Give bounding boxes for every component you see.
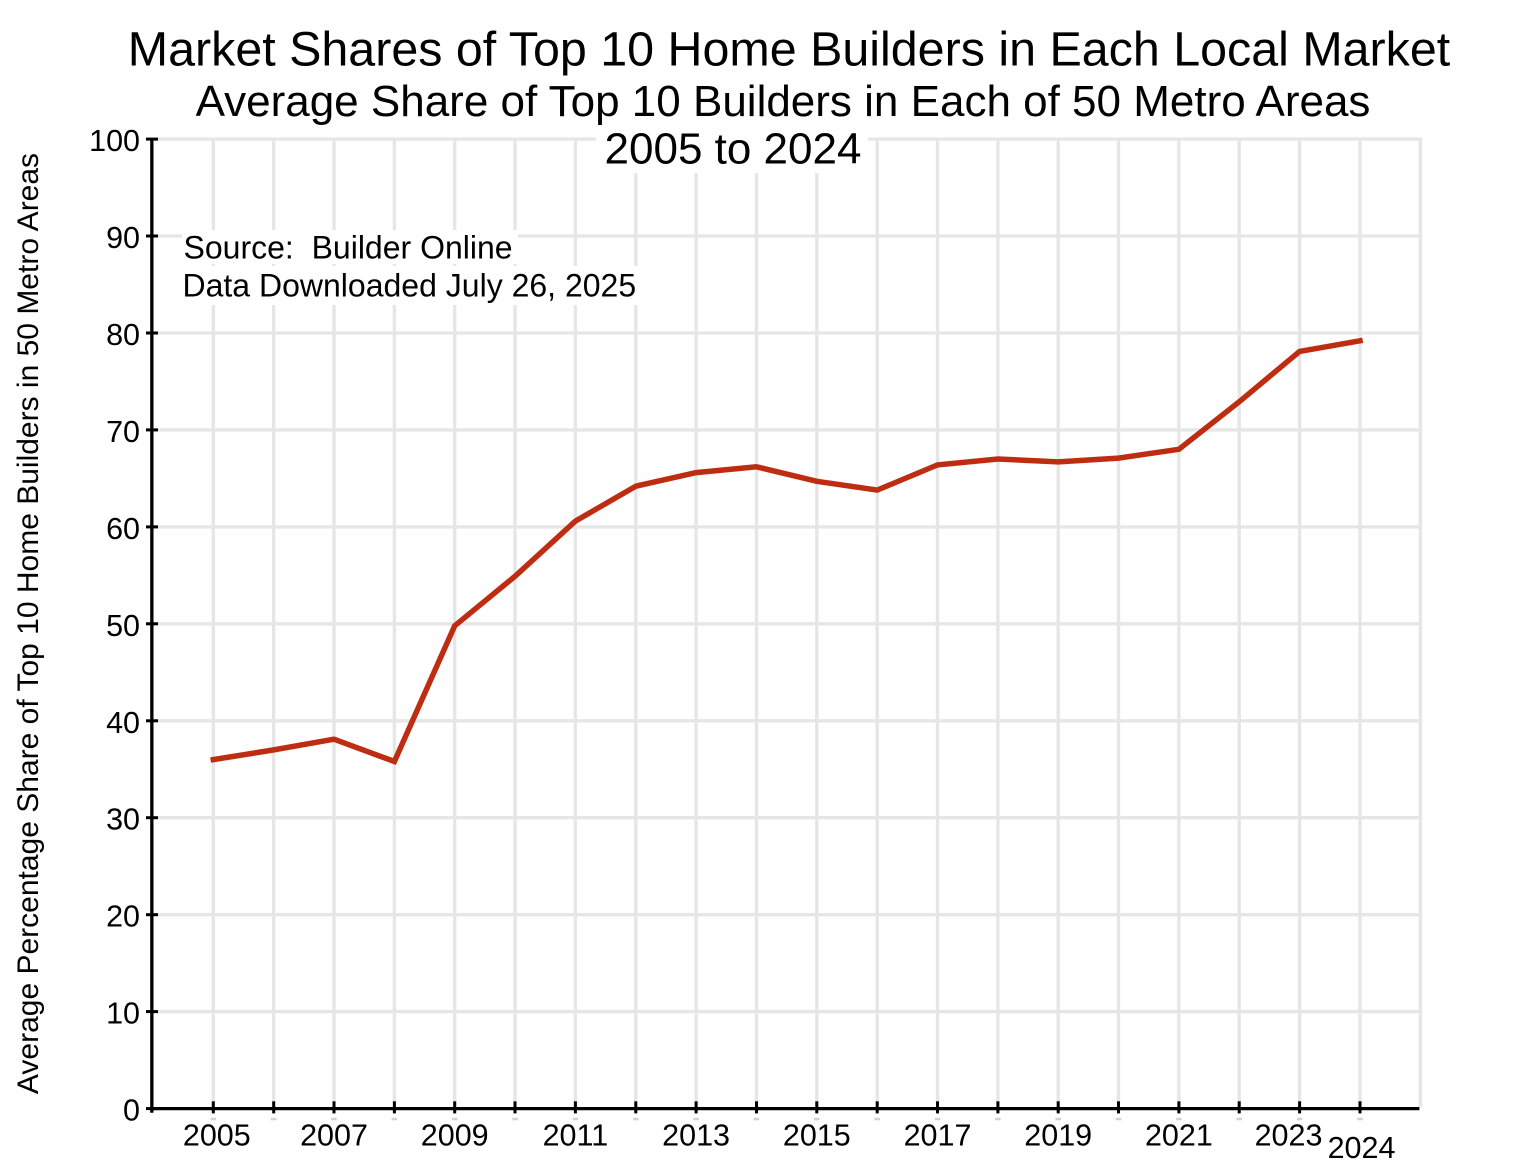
- svg-text:Data Downloaded July 26, 2025: Data Downloaded July 26, 2025: [183, 267, 637, 303]
- svg-text:2011: 2011: [543, 1119, 609, 1153]
- svg-text:2009: 2009: [421, 1119, 489, 1153]
- svg-text:20: 20: [106, 900, 140, 934]
- svg-text:30: 30: [106, 803, 140, 837]
- svg-text:Source: Builder Online: Source: Builder Online: [184, 229, 513, 265]
- svg-text:Average Percentage Share of To: Average Percentage Share of Top 10 Home …: [12, 153, 45, 1094]
- svg-text:2019: 2019: [1024, 1119, 1092, 1153]
- svg-text:2005 to 2024: 2005 to 2024: [605, 125, 862, 174]
- svg-text:Average Share of Top 10 Builde: Average Share of Top 10 Builders in Each…: [196, 77, 1371, 126]
- svg-text:Market Shares of Top 10 Home B: Market Shares of Top 10 Home Builders in…: [128, 23, 1451, 77]
- svg-text:70: 70: [106, 415, 140, 449]
- svg-text:40: 40: [106, 706, 140, 740]
- svg-text:60: 60: [106, 512, 140, 546]
- svg-text:10: 10: [106, 997, 140, 1031]
- svg-text:0: 0: [123, 1094, 140, 1128]
- svg-text:2017: 2017: [904, 1119, 972, 1153]
- svg-text:2023: 2023: [1255, 1119, 1323, 1153]
- svg-text:2013: 2013: [662, 1119, 730, 1153]
- svg-text:2021: 2021: [1145, 1119, 1213, 1153]
- svg-text:80: 80: [106, 318, 140, 352]
- svg-text:2005: 2005: [183, 1119, 251, 1153]
- svg-text:50: 50: [106, 609, 140, 643]
- svg-text:100: 100: [89, 124, 140, 158]
- svg-text:90: 90: [106, 221, 140, 255]
- svg-text:2024: 2024: [1328, 1131, 1396, 1165]
- svg-text:2007: 2007: [300, 1119, 368, 1153]
- svg-text:2015: 2015: [783, 1119, 851, 1153]
